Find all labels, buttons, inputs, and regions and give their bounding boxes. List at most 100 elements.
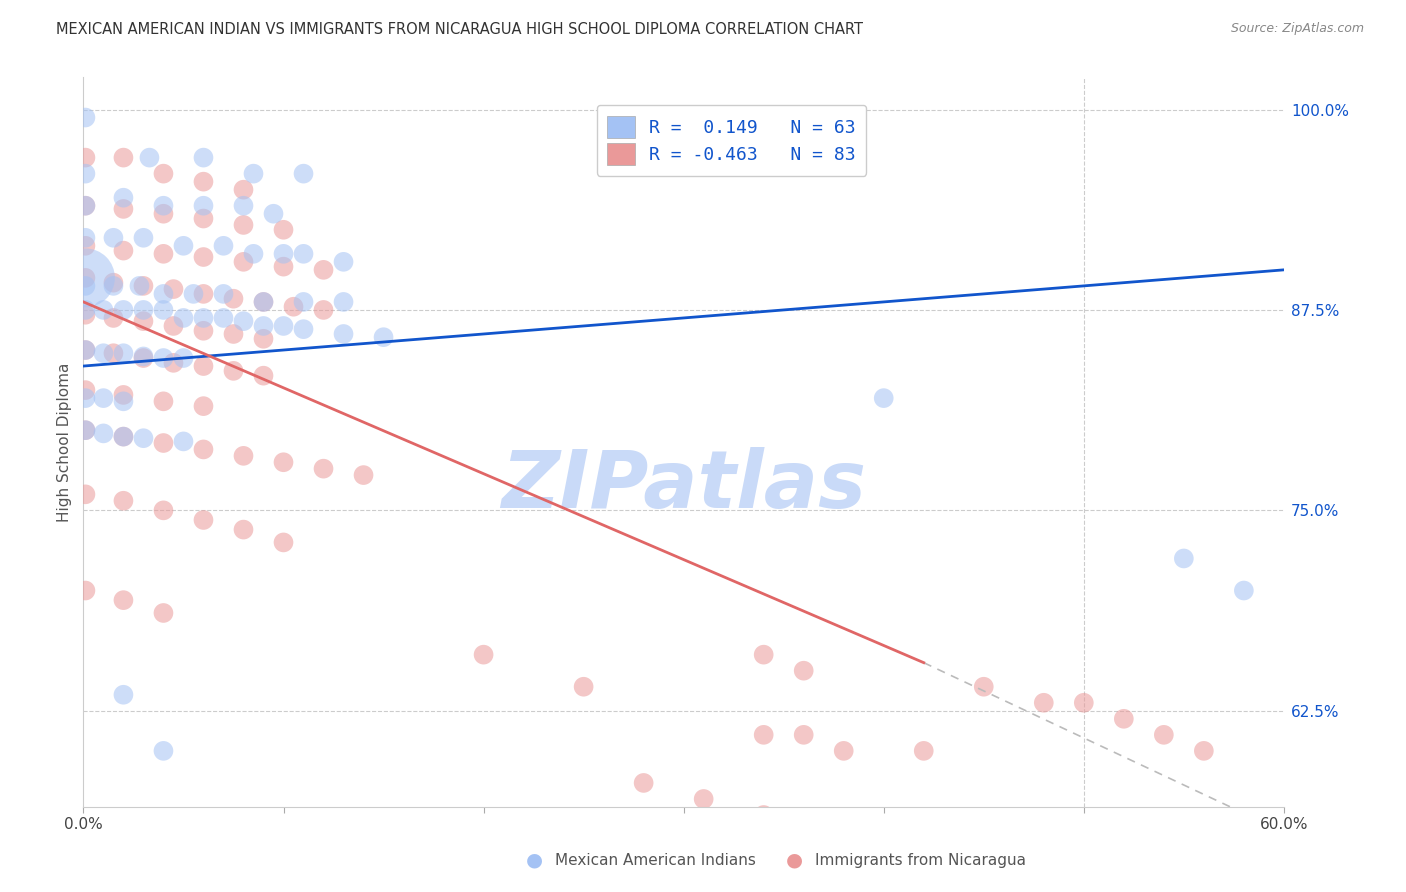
Point: [193, 175, 215, 189]
Point: [152, 351, 174, 365]
Point: [93, 391, 115, 405]
Point: [112, 302, 135, 317]
Point: [152, 199, 174, 213]
Point: [132, 350, 155, 364]
Point: [292, 294, 315, 309]
Point: [75, 583, 97, 598]
Point: [273, 318, 295, 333]
Point: [832, 744, 855, 758]
Point: [152, 286, 174, 301]
Point: [75, 239, 97, 253]
Point: [112, 191, 135, 205]
Point: [232, 314, 254, 328]
Point: [172, 239, 194, 253]
Point: [292, 247, 315, 261]
Point: [193, 399, 215, 413]
Point: [273, 223, 295, 237]
Point: [75, 423, 97, 437]
Y-axis label: High School Diploma: High School Diploma: [58, 362, 72, 522]
Point: [128, 278, 150, 293]
Point: [332, 326, 354, 341]
Point: [152, 247, 174, 261]
Point: [152, 744, 174, 758]
Point: [152, 167, 174, 181]
Point: [75, 271, 97, 285]
Point: [252, 294, 274, 309]
Point: [193, 359, 215, 373]
Point: [75, 423, 97, 437]
Point: [873, 391, 896, 405]
Point: [112, 202, 135, 216]
Point: [75, 199, 97, 213]
Point: [212, 239, 235, 253]
Point: [1112, 712, 1135, 726]
Point: [263, 207, 285, 221]
Point: [283, 300, 305, 314]
Point: [152, 606, 174, 620]
Point: [273, 260, 295, 274]
Point: [193, 310, 215, 325]
Text: Source: ZipAtlas.com: Source: ZipAtlas.com: [1230, 22, 1364, 36]
Point: [222, 364, 245, 378]
Point: [112, 493, 135, 508]
Point: [912, 832, 935, 847]
Point: [973, 680, 995, 694]
Point: [793, 728, 815, 742]
Point: [633, 776, 655, 790]
Point: [793, 664, 815, 678]
Point: [172, 434, 194, 449]
Point: [312, 461, 335, 475]
Point: [103, 346, 125, 360]
Point: [273, 247, 295, 261]
Point: [1233, 583, 1256, 598]
Point: [75, 111, 97, 125]
Text: Immigrants from Nicaragua: Immigrants from Nicaragua: [815, 853, 1026, 868]
Point: [103, 310, 125, 325]
Point: [232, 449, 254, 463]
Point: [242, 247, 264, 261]
Point: [112, 151, 135, 165]
Point: [132, 302, 155, 317]
Point: [1173, 551, 1195, 566]
Point: [138, 151, 160, 165]
Point: [193, 199, 215, 213]
Point: [193, 211, 215, 226]
Point: [112, 244, 135, 258]
Text: MEXICAN AMERICAN INDIAN VS IMMIGRANTS FROM NICARAGUA HIGH SCHOOL DIPLOMA CORRELA: MEXICAN AMERICAN INDIAN VS IMMIGRANTS FR…: [56, 22, 863, 37]
Point: [572, 680, 595, 694]
Point: [212, 286, 235, 301]
Point: [112, 388, 135, 402]
Point: [75, 343, 97, 357]
Point: [183, 286, 205, 301]
Point: [112, 429, 135, 443]
Point: [273, 535, 295, 549]
Point: [222, 292, 245, 306]
Point: [152, 394, 174, 409]
Point: [172, 310, 194, 325]
Point: [472, 648, 495, 662]
Point: [312, 263, 335, 277]
Point: [75, 231, 97, 245]
Legend: R =  0.149   N = 63, R = -0.463   N = 83: R = 0.149 N = 63, R = -0.463 N = 83: [596, 104, 866, 176]
Point: [193, 250, 215, 264]
Point: [75, 487, 97, 501]
Point: [112, 394, 135, 409]
Point: [162, 318, 184, 333]
Point: [132, 278, 155, 293]
Point: [252, 332, 274, 346]
Point: [103, 276, 125, 290]
Point: [912, 744, 935, 758]
Point: [692, 792, 714, 806]
Point: [112, 688, 135, 702]
Point: [152, 207, 174, 221]
Point: [93, 426, 115, 441]
Point: [752, 728, 775, 742]
Point: [232, 523, 254, 537]
Point: [752, 808, 775, 822]
Point: [193, 324, 215, 338]
Point: [1153, 728, 1175, 742]
Point: [752, 648, 775, 662]
Point: [75, 302, 97, 317]
Point: [162, 356, 184, 370]
Point: [75, 167, 97, 181]
